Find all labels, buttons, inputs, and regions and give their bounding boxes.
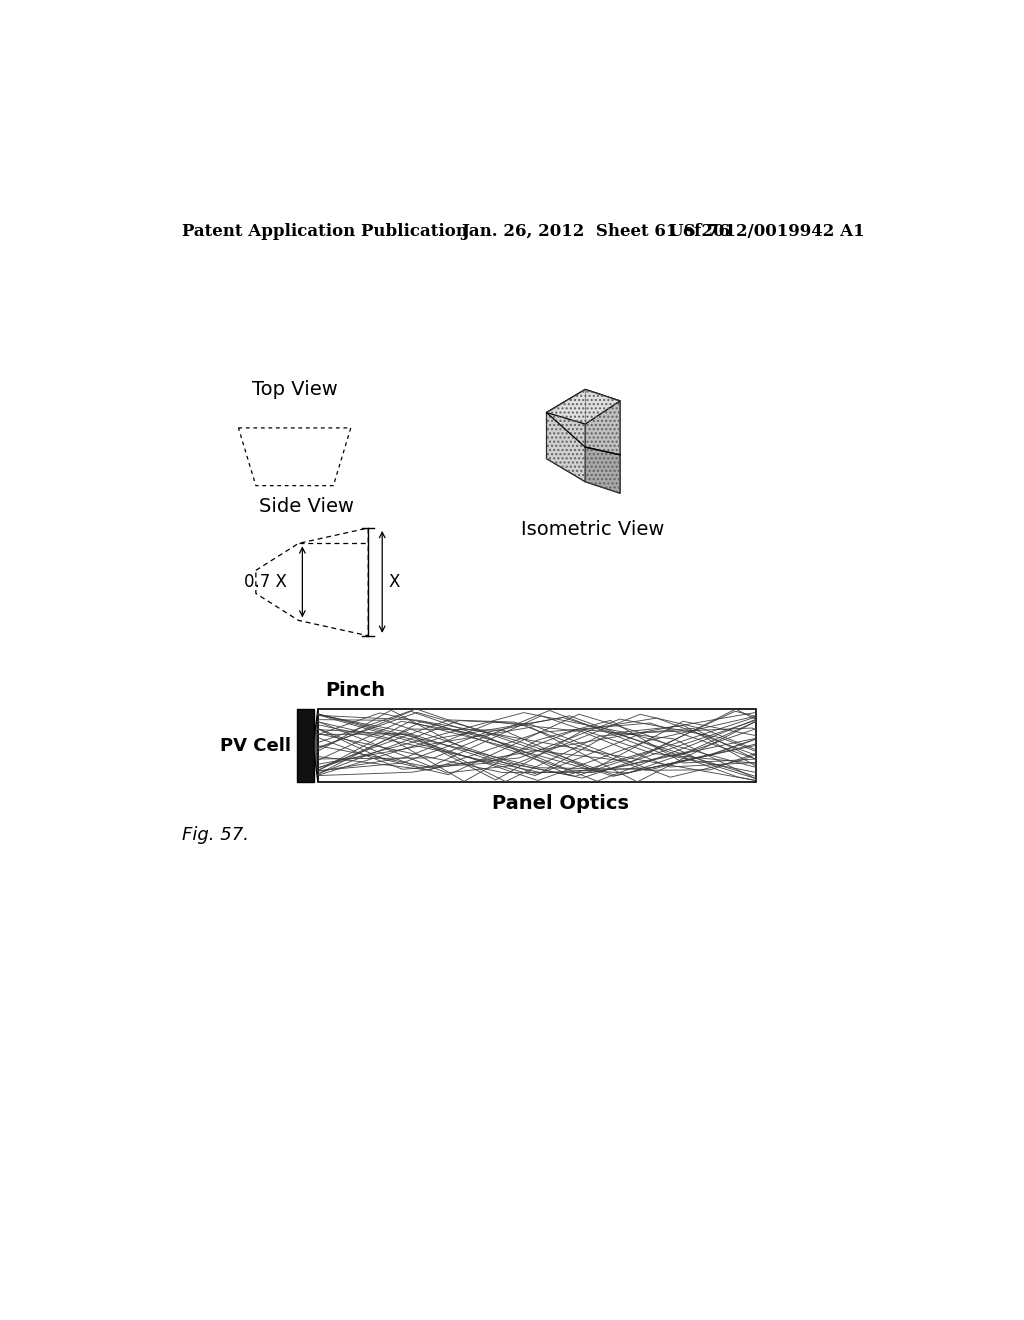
- Text: Pinch: Pinch: [326, 681, 386, 700]
- Bar: [297, 709, 314, 781]
- Text: Fig. 57.: Fig. 57.: [182, 826, 249, 843]
- Polygon shape: [547, 389, 621, 424]
- Text: PV Cell: PV Cell: [220, 737, 291, 755]
- Text: Side View: Side View: [259, 498, 353, 516]
- Text: Jan. 26, 2012  Sheet 61 of 76: Jan. 26, 2012 Sheet 61 of 76: [461, 223, 730, 240]
- Text: Patent Application Publication: Patent Application Publication: [182, 223, 468, 240]
- Polygon shape: [314, 709, 317, 781]
- Polygon shape: [547, 389, 586, 482]
- Polygon shape: [586, 389, 621, 455]
- Text: Panel Optics: Panel Optics: [492, 793, 629, 813]
- Polygon shape: [586, 447, 621, 494]
- Bar: [317, 709, 756, 781]
- Text: US 2012/0019942 A1: US 2012/0019942 A1: [669, 223, 864, 240]
- Text: 0.7 X: 0.7 X: [244, 573, 287, 591]
- Text: X: X: [388, 573, 399, 591]
- Text: Isometric View: Isometric View: [521, 520, 665, 540]
- Text: Top View: Top View: [252, 380, 338, 399]
